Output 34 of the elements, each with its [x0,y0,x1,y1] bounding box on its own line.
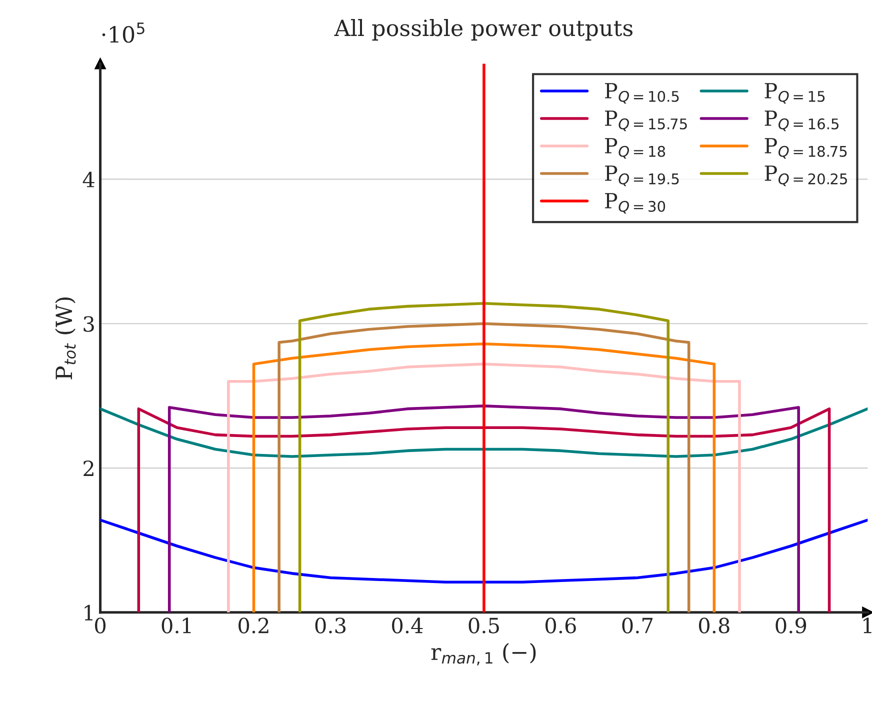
legend-label: P$_{Q=18}$ [605,138,666,159]
y-tick-label: 1 [84,604,92,620]
line-series [100,518,868,584]
x-tick-label: 0.7 [622,618,652,634]
legend-label: P$_{Q=15.75}$ [605,110,687,132]
x-tick-label: 0.4 [392,618,423,634]
line-series [100,407,868,458]
text: ·10$^{5}$ [102,22,144,43]
line-series [227,362,741,612]
legend-label: P$_{Q=16.5}$ [764,110,838,132]
legend-label: P$_{Q=19.5}$ [605,166,679,186]
chart-title: All possible power outputs [334,19,632,41]
x-tick-label: 0.8 [698,618,730,634]
legend-label: P$_{Q=15}$ [764,83,825,104]
x-tick-label: 0.1 [162,618,191,634]
line-series [298,302,670,612]
line-series [252,342,716,612]
line-series [278,322,690,612]
x-tick-label: 0 [95,618,106,634]
x-axis-title: r$_{man,1}$ (−) [431,643,536,666]
legend-label: P$_{Q=20.25}$ [764,166,847,186]
y-tick-label: 4 [82,172,94,188]
y-axis-title: P$_{tot}$ (W) [55,298,76,380]
y-tick-label: 2 [84,460,94,476]
legend-label: P$_{Q=10.5}$ [605,83,679,104]
legend-label: P$_{Q=18.75}$ [764,138,847,159]
legend-label: P$_{Q=30}$ [605,193,666,214]
x-tick-label: 0.6 [546,618,576,634]
y-tick-label: 3 [84,316,94,332]
x-tick-label: 0.3 [315,618,346,634]
x-tick-label: 0.5 [468,618,499,634]
x-tick-label: 0.2 [238,618,268,634]
x-tick-label: 0.9 [776,618,806,634]
x-tick-label: 1 [864,618,872,634]
